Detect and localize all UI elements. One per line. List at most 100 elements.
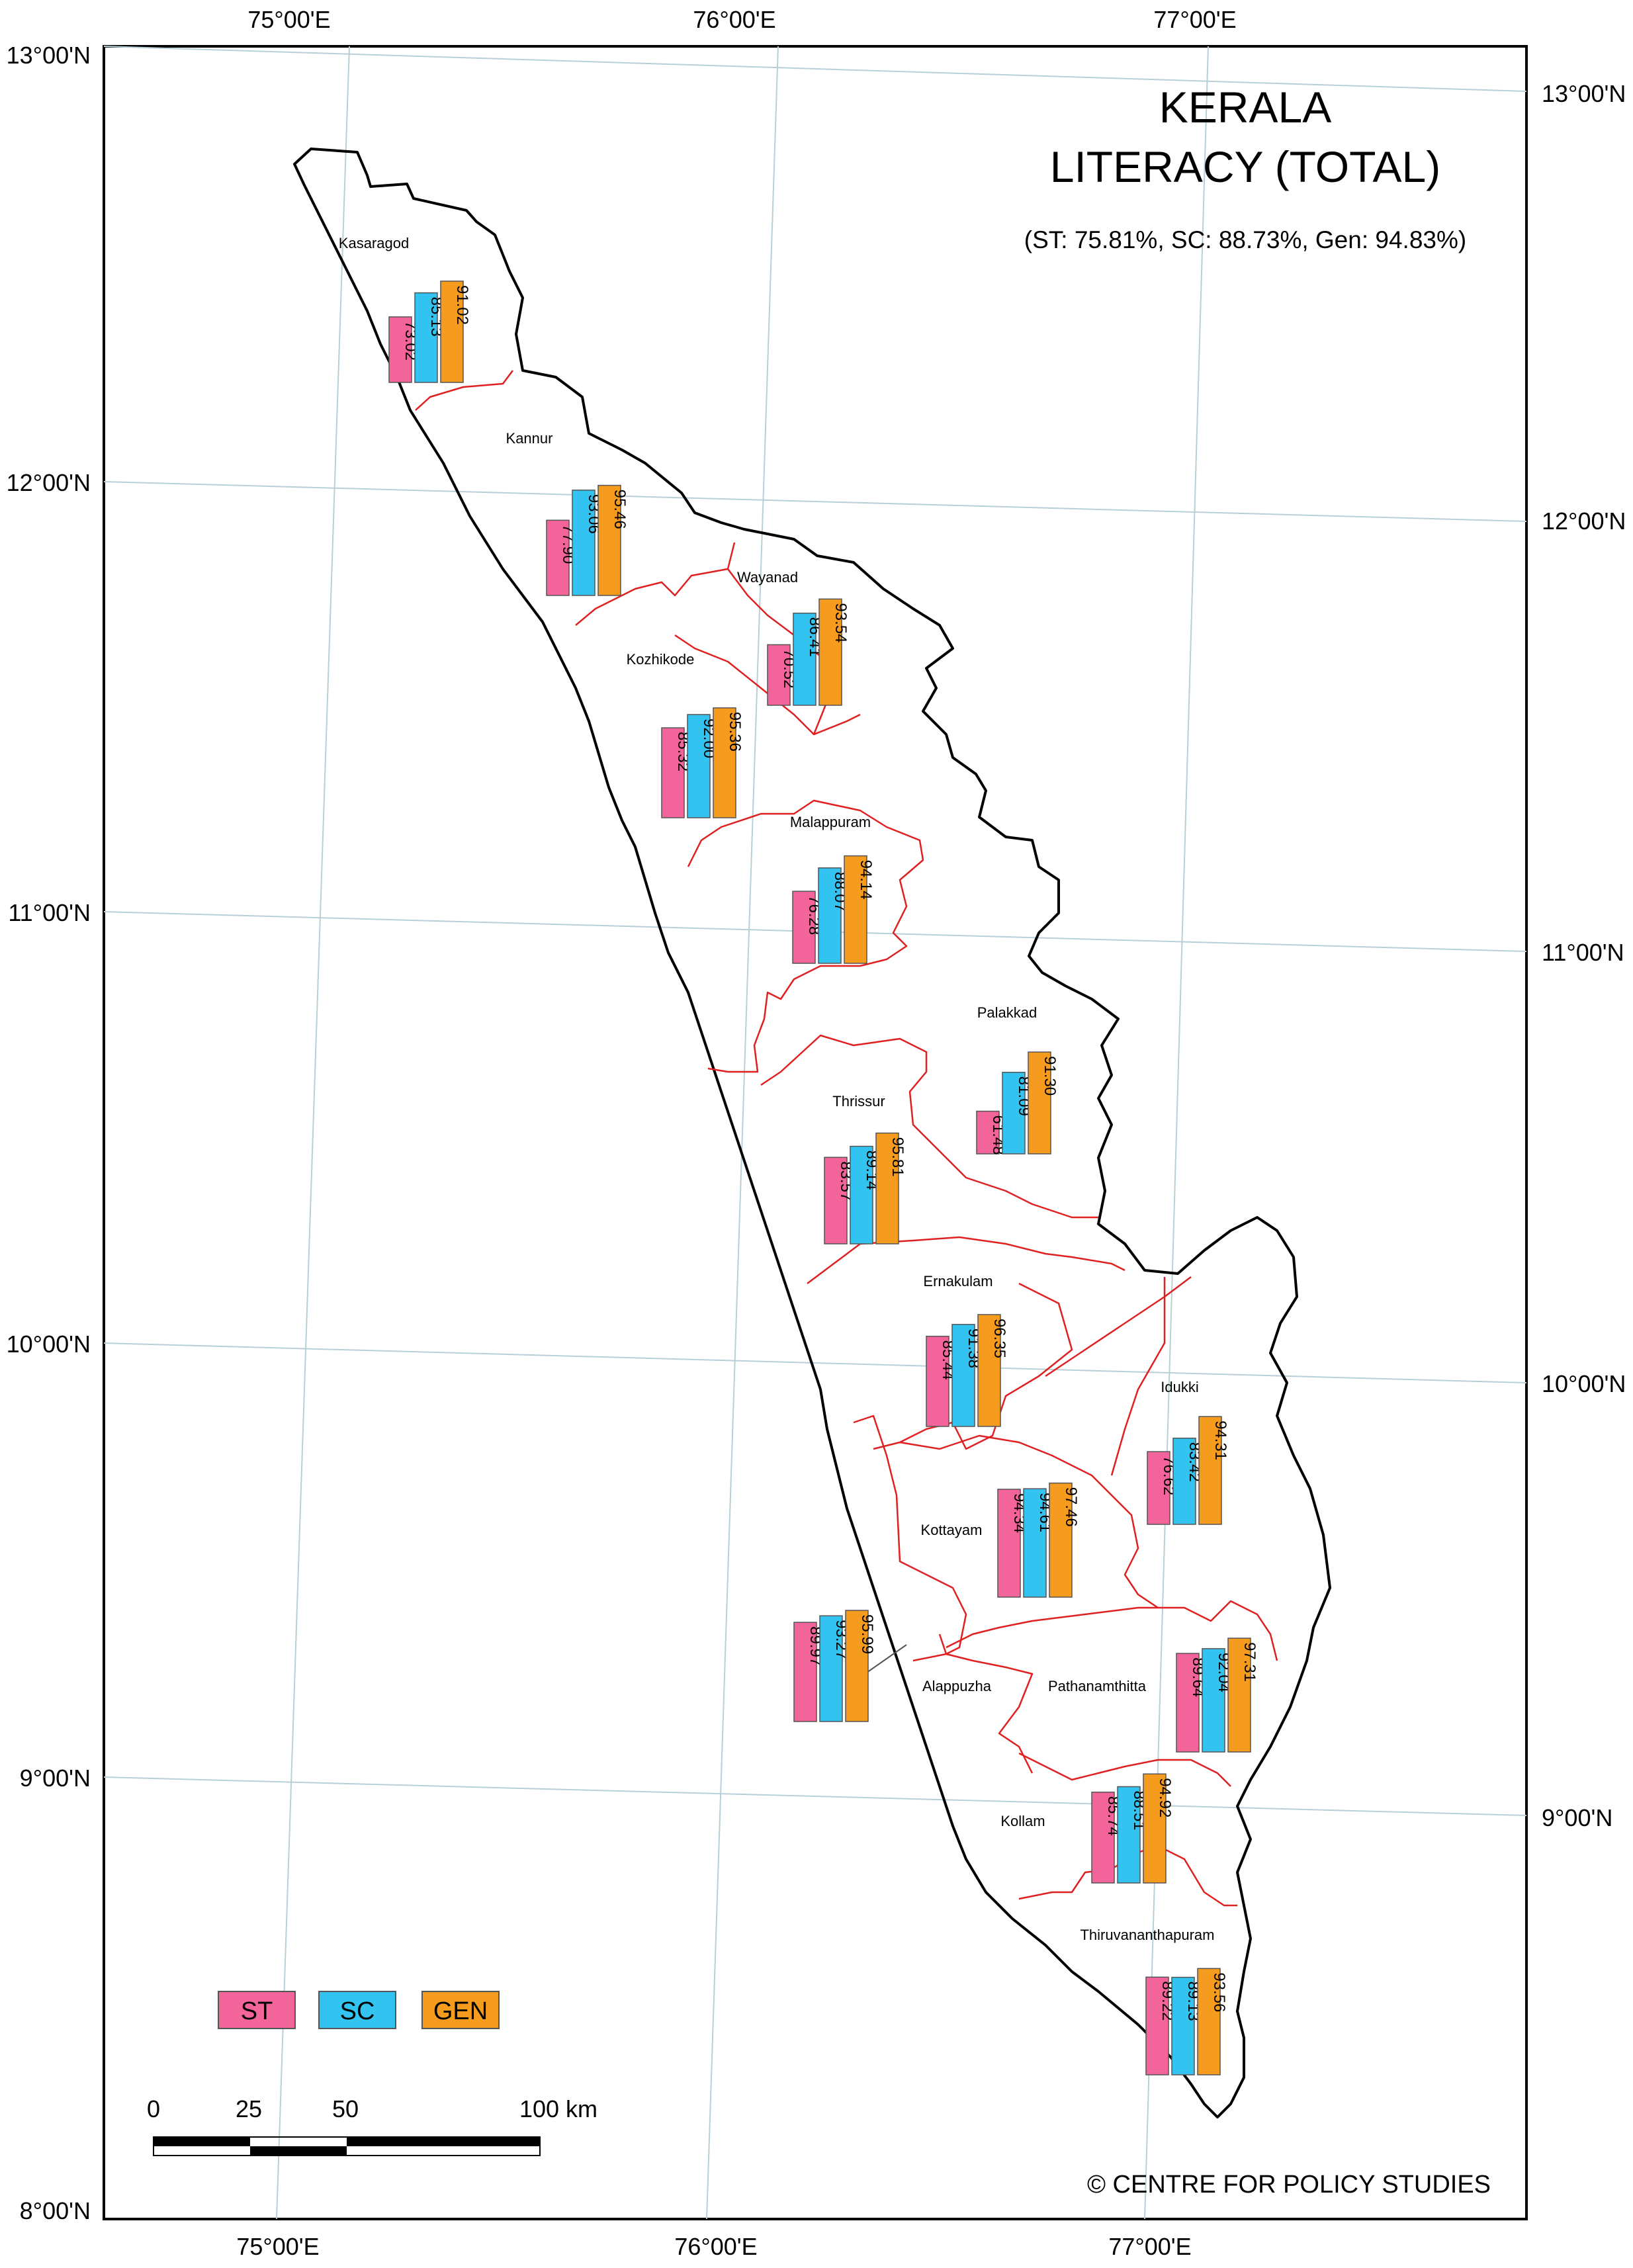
bar-kottayam-sc [1023,1488,1047,1598]
bar-thiruvananthapuram-st [1145,1976,1169,2075]
scale-label-50: 50 [332,2095,359,2122]
bar-value-alappuzha-gen: 95.99 [858,1614,876,1654]
map-frame [103,45,1528,2220]
bar-kasaragod-st [388,316,412,383]
bar-wayanad-st [767,644,791,706]
lon-label-bottom-75: 75°00'E [236,2233,319,2260]
bar-ernakulam-gen [977,1314,1001,1427]
scale-segment-2 [250,2146,347,2156]
kerala-state-boundary [293,148,1331,2118]
bar-kottayam-gen [1049,1482,1073,1598]
lat-label-right-9: 9°00'N [1542,1804,1612,1831]
bar-kannur-gen [597,484,621,596]
bar-thrissur-gen [875,1132,899,1244]
lon-label-bottom-77: 77°00'E [1108,2233,1191,2260]
district-label-kozhikode: Kozhikode [627,651,695,668]
district-label-malappuram: Malappuram [790,814,871,830]
legend-label-sc: SC [340,1997,375,2025]
district-labels: Kasaragod Kannur Wayanad Kozhikode Malap… [339,235,1215,1943]
lat-label-right-10: 10°00'N [1542,1370,1626,1397]
bar-value-kollam-gen: 94.92 [1156,1778,1174,1817]
bar-pathanamthitta-sc [1202,1648,1225,1753]
bar-value-pathanamthitta-gen: 97.31 [1241,1642,1258,1682]
bar-pathanamthitta-st [1176,1653,1200,1753]
bar-value-wayanad-gen: 93.54 [832,603,850,642]
scale-bar: 0 25 50 100 km [147,2095,597,2156]
district-label-kollam: Kollam [1000,1813,1045,1829]
bar-thrissur-sc [850,1145,873,1244]
lat-label-left-8: 8°00'N [20,2197,91,2224]
bar-value-kasaragod-gen: 91.02 [453,285,471,325]
lon-label-top-75: 75°00'E [247,6,330,33]
lat-label-left-10: 10°00'N [7,1330,91,1358]
lat-label-left-13: 13°00'N [7,42,91,69]
lon-label-top-76: 76°00'E [693,6,775,33]
bar-malappuram-st [792,891,816,964]
bar-value-kannur-gen: 95.46 [611,490,629,529]
latitude-labels: 13°00'N 12°00'N 11°00'N 10°00'N 9°00'N 8… [7,42,1626,2224]
district-label-wayanad: Wayanad [737,569,798,586]
bar-thiruvananthapuram-sc [1171,1976,1195,2075]
bar-value-thiruvananthapuram-gen: 93.56 [1210,1972,1228,2012]
bar-wayanad-sc [793,613,816,706]
bar-value-idukki-gen: 94.31 [1212,1420,1229,1460]
lat-label-right-12: 12°00'N [1542,507,1626,535]
map-subtitle: (ST: 75.81%, SC: 88.73%, Gen: 94.83%) [1024,226,1466,253]
bar-alappuzha-gen [845,1610,869,1722]
bar-wayanad-gen [818,598,842,706]
credit-text: © CENTRE FOR POLICY STUDIES [1087,2171,1491,2199]
legend: ST SC GEN [218,1991,500,2029]
bar-malappuram-gen [844,855,867,964]
bar-value-kozhikode-gen: 95.36 [726,712,744,752]
district-label-ernakulam: Ernakulam [923,1273,993,1289]
bar-value-ernakulam-gen: 96.35 [991,1319,1008,1358]
bar-palakkad-sc [1002,1071,1026,1155]
bar-kasaragod-gen [440,281,464,383]
lat-label-left-9: 9°00'N [20,1765,91,1792]
bar-kozhikode-sc [687,714,711,818]
district-label-kottayam: Kottayam [921,1522,983,1538]
legend-swatch-st [218,1991,296,2029]
scale-segment-3 [347,2137,540,2146]
bar-kottayam-st [997,1489,1021,1598]
district-label-idukki: Idukki [1161,1379,1198,1395]
district-label-pathanamthitta: Pathanamthitta [1048,1678,1147,1694]
bar-kollam-sc [1117,1786,1141,1884]
bar-kozhikode-gen [713,707,736,818]
longitude-labels: 75°00'E 76°00'E 77°00'E 75°00'E 76°00'E … [236,6,1236,2260]
bar-value-palakkad-gen: 91.30 [1041,1056,1059,1096]
bar-ernakulam-sc [951,1324,975,1427]
legend-swatch-gen [421,1991,500,2029]
bar-kannur-st [546,519,570,596]
graticule [103,46,1527,2220]
bar-palakkad-gen [1028,1051,1051,1155]
lat-label-right-13: 13°00'N [1542,80,1626,107]
map-title-line1: KERALA [1159,83,1331,132]
bar-value-malappuram-gen: 94.14 [857,860,875,900]
legend-label-gen: GEN [433,1997,488,2025]
scale-bar-outline [153,2136,541,2156]
district-label-alappuzha: Alappuzha [922,1678,992,1694]
scale-segment-1 [154,2137,250,2146]
district-label-thrissur: Thrissur [832,1093,885,1110]
legend-label-st: ST [241,1997,273,2025]
bar-kannur-sc [572,490,596,596]
lat-label-left-11: 11°00'N [8,899,91,926]
district-label-thiruvananthapuram: Thiruvananthapuram [1080,1927,1214,1943]
bar-palakkad-st [976,1110,1000,1155]
bar-thiruvananthapuram-gen [1197,1968,1221,2075]
bar-alappuzha-sc [819,1615,843,1722]
lat-label-left-12: 12°00'N [7,469,91,496]
lat-label-right-11: 11°00'N [1542,939,1624,966]
bar-kozhikode-st [661,727,685,818]
bar-alappuzha-st [793,1622,817,1722]
bar-kollam-gen [1143,1773,1167,1884]
bar-idukki-gen [1198,1416,1222,1525]
scale-label-0: 0 [147,2095,160,2122]
alappuzha-leader-line [866,1644,907,1673]
bar-malappuram-sc [818,867,842,964]
bar-pathanamthitta-gen [1227,1637,1251,1753]
bar-idukki-sc [1172,1437,1196,1525]
map-title-line2: LITERACY (TOTAL) [1050,142,1440,191]
